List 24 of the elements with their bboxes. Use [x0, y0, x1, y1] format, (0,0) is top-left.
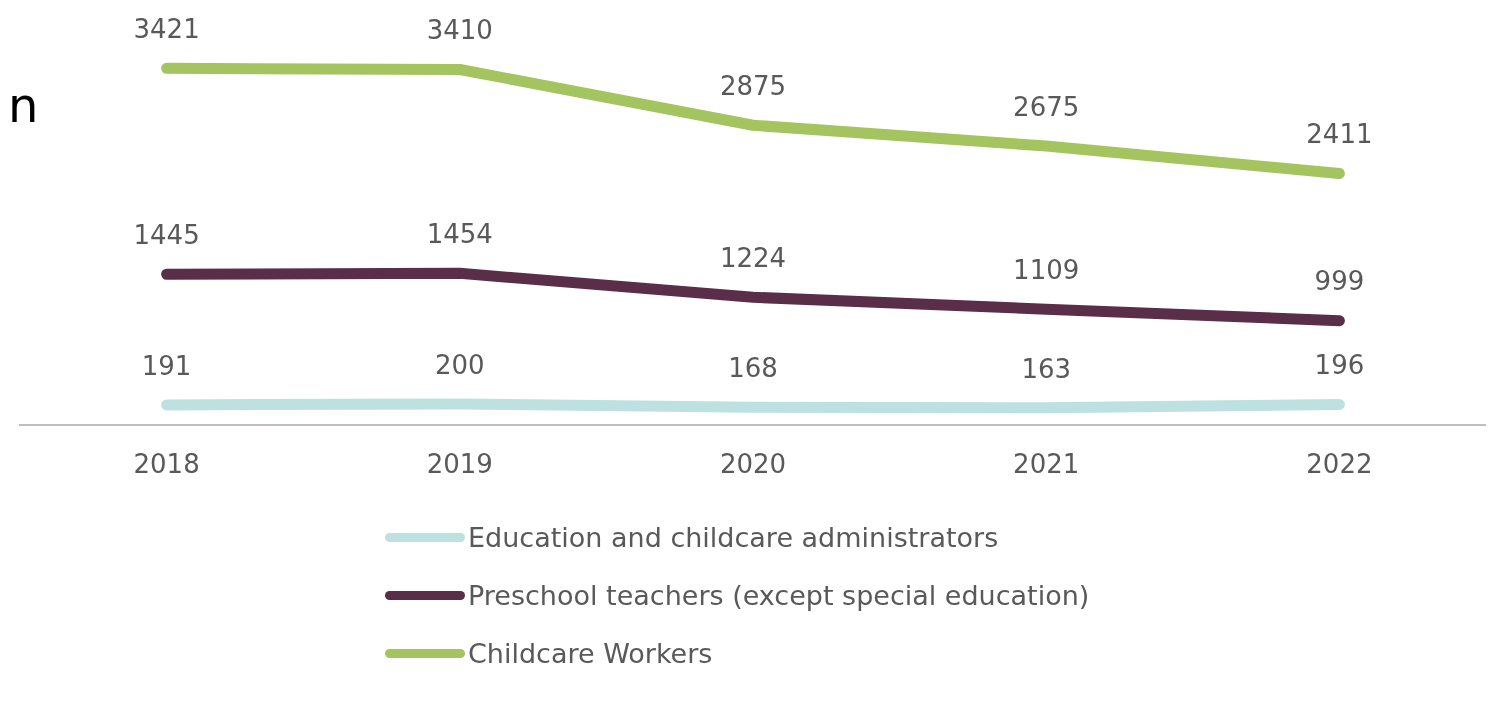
- data-label: 3410: [426, 15, 493, 46]
- legend-label: Education and childcare administrators: [468, 521, 999, 553]
- data-label: 200: [434, 349, 485, 380]
- x-tick-label: 2020: [719, 449, 787, 480]
- legend-label: Childcare Workers: [468, 637, 713, 669]
- data-label: 1109: [1013, 254, 1080, 285]
- x-tick-label: 2018: [133, 449, 200, 480]
- legend-label: Preschool teachers (except special education): [468, 579, 1090, 611]
- x-tick-label: 2019: [426, 449, 493, 480]
- data-label: 168: [728, 353, 778, 384]
- data-label: 191: [141, 350, 192, 381]
- data-label: 1454: [426, 219, 493, 250]
- data-label: 1224: [719, 243, 787, 274]
- data-label: 2411: [1306, 119, 1373, 150]
- data-label: 999: [1314, 266, 1365, 297]
- data-label: 163: [1021, 353, 1072, 384]
- data-label: 196: [1314, 350, 1365, 381]
- x-tick-label: 2021: [1013, 449, 1080, 480]
- data-label: 3421: [133, 14, 200, 45]
- data-label: 2875: [719, 70, 787, 101]
- data-label: 2675: [1013, 91, 1080, 122]
- data-label: 1445: [133, 219, 200, 250]
- annotation: n: [8, 77, 39, 134]
- x-tick-label: 2022: [1306, 449, 1373, 480]
